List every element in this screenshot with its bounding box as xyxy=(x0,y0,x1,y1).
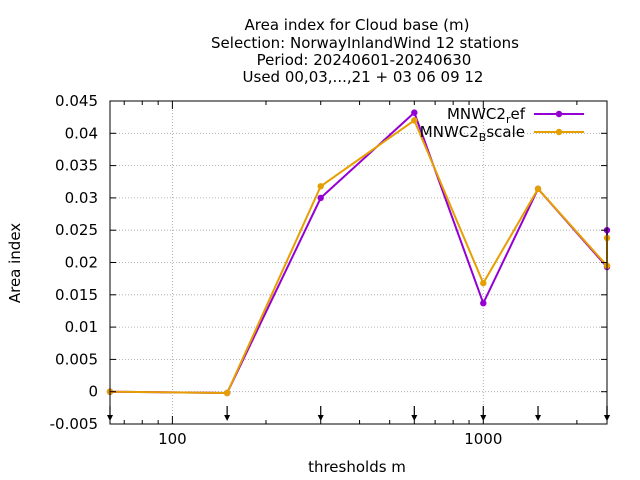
data-point xyxy=(411,109,418,116)
data-point xyxy=(411,117,418,124)
legend-entry-2: MNWC2Bscale xyxy=(420,123,584,144)
y-tick-label: 0 xyxy=(88,383,98,401)
title-line-3: Period: 20240601-20240630 xyxy=(257,51,472,69)
legend-label: MNWC2Bscale xyxy=(420,123,525,144)
series-line xyxy=(109,110,608,394)
y-tick-label: 0.015 xyxy=(55,286,98,304)
plot-frame xyxy=(109,100,608,425)
legend-swatch-point xyxy=(555,128,563,136)
y-tick-label: 0.04 xyxy=(65,124,98,142)
legend-swatch-point xyxy=(555,110,563,118)
y-tick-label: 0.02 xyxy=(65,254,98,272)
data-point xyxy=(317,183,324,190)
arrow-head xyxy=(411,415,418,421)
arrow-head xyxy=(317,415,324,421)
series-1 xyxy=(106,109,611,397)
legend-entry-1: MNWC2ref xyxy=(447,105,584,126)
threshold-arrow xyxy=(317,406,324,421)
x-axis-ticks: 100 1000 xyxy=(123,101,578,448)
y-tick-label: -0.005 xyxy=(50,415,98,433)
y-tick-label: 0.01 xyxy=(65,318,98,336)
y-tick-label: 0.035 xyxy=(55,157,98,175)
y-tick-label: 0.025 xyxy=(55,221,98,239)
y-tick-label: 0.03 xyxy=(65,189,98,207)
threshold-markers xyxy=(107,406,610,421)
data-point xyxy=(480,279,487,287)
data-point xyxy=(480,299,487,307)
arrow-head xyxy=(224,415,231,421)
legend-label: MNWC2ref xyxy=(447,105,526,126)
threshold-arrow xyxy=(411,406,418,421)
y-axis-ticks: -0.005 0 0.005 0.01 0.015 0.02 0.025 0.03 0.035 0… xyxy=(50,92,607,433)
x-axis-label: thresholds m xyxy=(308,458,406,476)
data-point xyxy=(534,185,542,193)
series-line xyxy=(109,118,608,394)
threshold-arrow xyxy=(224,406,231,421)
y-tick-label: 0.005 xyxy=(55,350,98,368)
grid xyxy=(110,101,607,424)
y-axis-label: Area index xyxy=(6,223,24,303)
series-layer xyxy=(106,109,611,397)
chart-title: Area index for Cloud base (m) Selection:… xyxy=(211,16,519,86)
title-line-2: Selection: NorwayInlandWind 12 stations xyxy=(211,34,519,52)
series-2 xyxy=(106,117,611,397)
title-line-4: Used 00,03,...,21 + 03 06 09 12 xyxy=(243,68,484,86)
threshold-arrow xyxy=(535,406,542,421)
x-tick-label: 100 xyxy=(158,430,187,448)
x-tick-label: 1000 xyxy=(464,430,502,448)
data-point xyxy=(223,389,231,397)
data-point xyxy=(317,194,324,202)
title-line-1: Area index for Cloud base (m) xyxy=(245,16,470,34)
arrow-head xyxy=(535,415,542,421)
y-tick-label: 0.045 xyxy=(55,92,98,110)
